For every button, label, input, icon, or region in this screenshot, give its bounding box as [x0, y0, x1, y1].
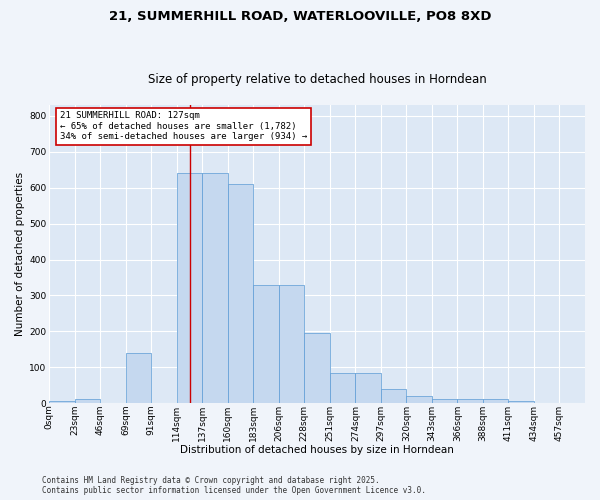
Bar	[177, 174, 202, 403]
X-axis label: Distribution of detached houses by size in Horndean: Distribution of detached houses by size …	[180, 445, 454, 455]
Bar	[432, 400, 457, 403]
Text: 21 SUMMERHILL ROAD: 127sqm
← 65% of detached houses are smaller (1,782)
34% of s: 21 SUMMERHILL ROAD: 127sqm ← 65% of deta…	[60, 111, 307, 141]
Bar	[126, 353, 151, 403]
Bar	[381, 388, 406, 403]
Text: 21, SUMMERHILL ROAD, WATERLOOVILLE, PO8 8XD: 21, SUMMERHILL ROAD, WATERLOOVILLE, PO8 …	[109, 10, 491, 23]
Bar	[330, 372, 355, 403]
Bar	[483, 400, 508, 403]
Bar	[279, 284, 304, 403]
Bar	[457, 400, 483, 403]
Bar	[304, 333, 330, 403]
Bar	[202, 174, 228, 403]
Text: Contains HM Land Registry data © Crown copyright and database right 2025.
Contai: Contains HM Land Registry data © Crown c…	[42, 476, 426, 495]
Bar	[75, 400, 100, 403]
Bar	[253, 284, 279, 403]
Bar	[49, 402, 75, 403]
Bar	[228, 184, 253, 403]
Bar	[508, 402, 534, 403]
Bar	[355, 372, 381, 403]
Y-axis label: Number of detached properties: Number of detached properties	[15, 172, 25, 336]
Bar	[406, 396, 432, 403]
Title: Size of property relative to detached houses in Horndean: Size of property relative to detached ho…	[148, 73, 487, 86]
